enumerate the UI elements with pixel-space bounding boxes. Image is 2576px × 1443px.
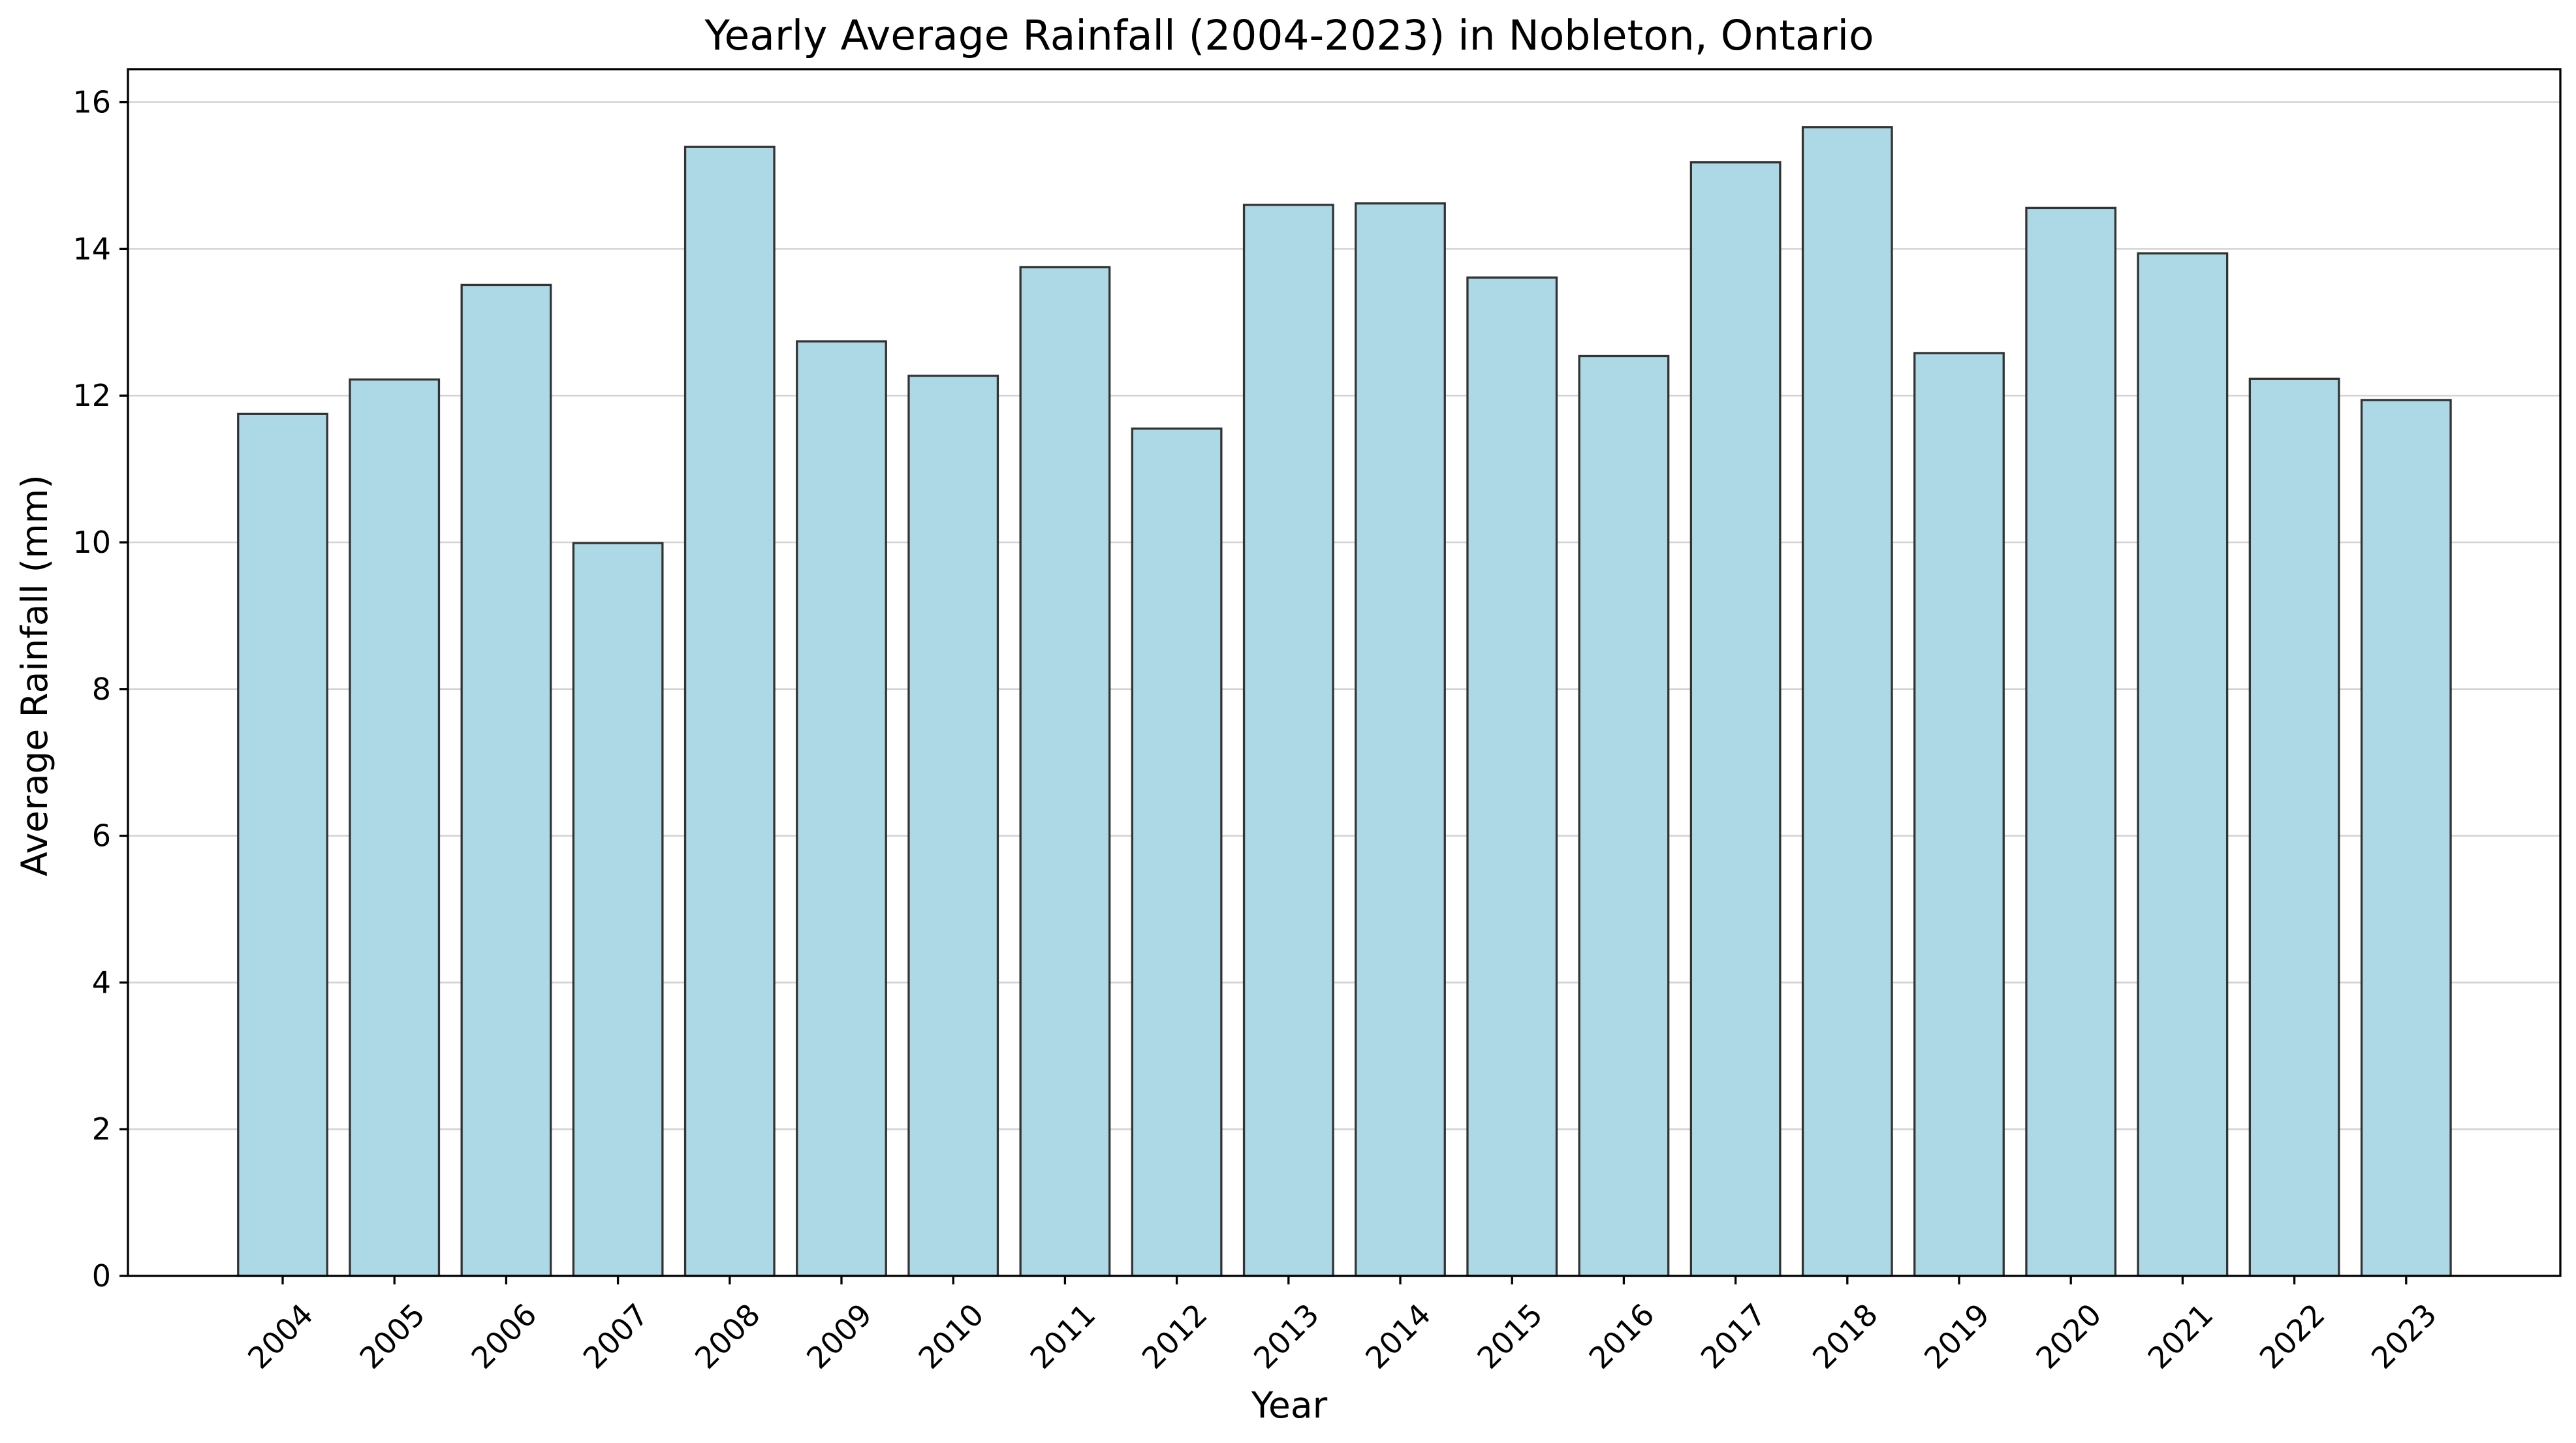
x-axis-ticks: 2004 2005 2006 2007 2008 2009 2010 2011 2012 2013… xyxy=(241,1276,2443,1376)
y-tick-label: 10 xyxy=(72,525,111,560)
bar-2010 xyxy=(907,375,999,1277)
x-tick-label: 2005 xyxy=(353,1297,432,1376)
y-tick-label: 12 xyxy=(72,378,111,413)
x-tick-label: 2010 xyxy=(911,1297,990,1376)
x-tick-label: 2007 xyxy=(576,1297,655,1376)
y-tick-label: 2 xyxy=(92,1111,111,1147)
x-tick-label: 2016 xyxy=(1582,1297,1661,1376)
bar-2006 xyxy=(460,283,552,1277)
x-tick-label: 2018 xyxy=(1806,1297,1885,1376)
x-tick-label: 2006 xyxy=(465,1297,544,1376)
bar-2011 xyxy=(1019,266,1111,1277)
bar-2014 xyxy=(1355,202,1446,1277)
bar-2018 xyxy=(1801,126,1893,1277)
x-tick-label: 2017 xyxy=(1694,1297,1773,1376)
bar-2005 xyxy=(349,378,441,1277)
bar-2016 xyxy=(1578,354,1670,1277)
bar-2019 xyxy=(1913,352,2005,1277)
y-axis-ticks: 0 2 4 6 8 10 12 14 16 xyxy=(72,85,128,1294)
bar-2013 xyxy=(1242,204,1334,1277)
x-tick-label: 2004 xyxy=(241,1297,320,1376)
x-tick-label: 2020 xyxy=(2029,1297,2108,1376)
bar-2007 xyxy=(572,542,664,1277)
x-tick-label: 2014 xyxy=(1359,1297,1437,1376)
bar-2009 xyxy=(796,340,887,1277)
bar-2022 xyxy=(2248,377,2340,1277)
bar-2012 xyxy=(1131,427,1223,1277)
x-tick-label: 2022 xyxy=(2253,1297,2332,1376)
y-tick-label: 6 xyxy=(92,818,111,854)
y-tick-label: 0 xyxy=(92,1258,111,1294)
x-tick-label: 2011 xyxy=(1024,1297,1103,1376)
bar-2020 xyxy=(2025,206,2117,1277)
x-axis-label: Year xyxy=(1251,1384,1328,1426)
x-tick-label: 2012 xyxy=(1135,1297,1214,1376)
plot-area-frame xyxy=(127,68,2562,1277)
bar-2004 xyxy=(237,412,328,1277)
x-tick-label: 2008 xyxy=(688,1297,767,1376)
y-axis-label: Average Rainfall (mm) xyxy=(14,474,55,876)
bar-2021 xyxy=(2137,252,2229,1277)
bar-2008 xyxy=(683,146,776,1277)
bar-2023 xyxy=(2360,399,2452,1277)
x-tick-label: 2019 xyxy=(1917,1297,1996,1376)
x-tick-label: 2015 xyxy=(1470,1297,1549,1376)
y-tick-label: 8 xyxy=(92,672,111,707)
y-tick-label: 4 xyxy=(92,965,111,1000)
x-tick-label: 2023 xyxy=(2364,1297,2443,1376)
x-tick-label: 2009 xyxy=(800,1297,879,1376)
x-tick-label: 2021 xyxy=(2141,1297,2220,1376)
chart-title: Yearly Average Rainfall (2004-2023) in N… xyxy=(704,12,1874,59)
y-tick-label: 16 xyxy=(72,85,111,120)
y-tick-label: 14 xyxy=(72,231,111,266)
bars xyxy=(237,126,2452,1277)
bar-2017 xyxy=(1689,161,1782,1277)
bar-2015 xyxy=(1466,276,1558,1277)
x-tick-label: 2013 xyxy=(1247,1297,1326,1376)
